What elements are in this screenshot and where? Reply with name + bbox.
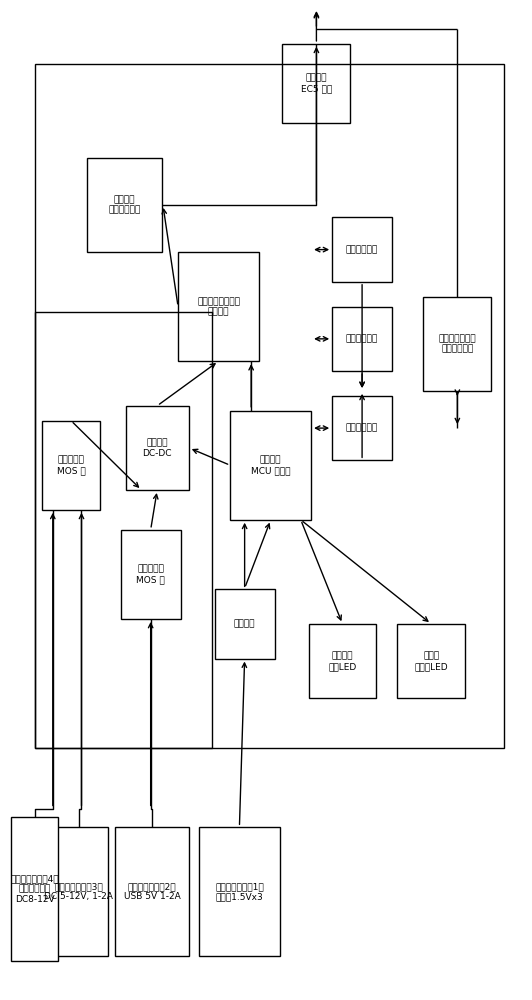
Text: 充电输入接口（4）
汽车电瓶取电
DC8-12V: 充电输入接口（4） 汽车电瓶取电 DC8-12V xyxy=(10,874,59,904)
Text: 预充电控制
MOS 管: 预充电控制 MOS 管 xyxy=(57,456,86,475)
Bar xyxy=(178,252,259,361)
Text: 过压保护电路: 过压保护电路 xyxy=(346,245,378,254)
Bar xyxy=(11,817,58,961)
Bar xyxy=(35,312,212,748)
Text: 充电输入接口（2）
USB 5V 1-2A: 充电输入接口（2） USB 5V 1-2A xyxy=(123,882,180,901)
Text: 照明灯
高功率LED: 照明灯 高功率LED xyxy=(414,651,448,671)
Text: 充电输入接口（3）
DC 5-12V, 1-2A: 充电输入接口（3） DC 5-12V, 1-2A xyxy=(45,882,113,901)
Bar xyxy=(87,158,162,252)
Text: 主充电控制
MOS 管: 主充电控制 MOS 管 xyxy=(136,565,165,584)
Text: 充电输入接口（1）
干电池1.5Vx3: 充电输入接口（1） 干电池1.5Vx3 xyxy=(215,882,264,901)
Bar xyxy=(43,421,100,510)
Bar xyxy=(126,406,188,490)
Bar xyxy=(332,396,392,460)
Bar xyxy=(199,827,280,956)
Text: 储能部件（电容）
独立主板: 储能部件（电容） 独立主板 xyxy=(197,297,240,316)
Bar xyxy=(50,827,107,956)
Bar xyxy=(309,624,377,698)
Bar xyxy=(397,624,465,698)
Bar xyxy=(230,411,311,520)
Bar xyxy=(282,44,351,123)
Bar xyxy=(35,64,504,748)
Bar xyxy=(121,530,181,619)
Text: 过流保护电路: 过流保护电路 xyxy=(346,334,378,343)
Text: 主控电路
MCU 可编程: 主控电路 MCU 可编程 xyxy=(251,456,290,475)
Bar xyxy=(115,827,188,956)
Text: 过温保护电路: 过温保护电路 xyxy=(346,424,378,433)
Bar xyxy=(332,217,392,282)
Bar xyxy=(423,297,491,391)
Text: 输出开关
大电流继电器: 输出开关 大电流继电器 xyxy=(109,195,140,215)
Text: 输出接口
EC5 插座: 输出接口 EC5 插座 xyxy=(301,74,332,93)
Text: 稳压电路: 稳压电路 xyxy=(234,619,255,628)
Bar xyxy=(214,589,275,659)
Text: 状态指示
双色LED: 状态指示 双色LED xyxy=(328,651,356,671)
Bar xyxy=(332,307,392,371)
Text: 反电压保护电路
（线夹反接）: 反电压保护电路 （线夹反接） xyxy=(438,334,476,354)
Text: 升压电路
DC-DC: 升压电路 DC-DC xyxy=(143,438,172,458)
